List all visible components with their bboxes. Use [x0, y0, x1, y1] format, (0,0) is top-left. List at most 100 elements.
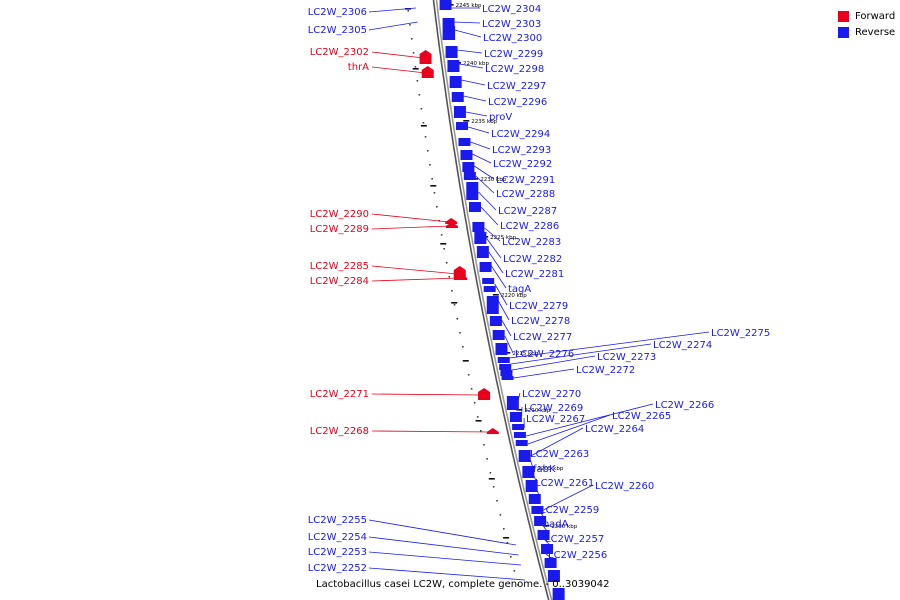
reverse-gene-label: LC2W_2267 — [526, 414, 585, 425]
ruler-dot — [456, 318, 459, 320]
reverse-gene-block — [445, 46, 458, 58]
reverse-leader-line — [368, 567, 525, 581]
reverse-gene-label: LC2W_2298 — [485, 64, 544, 75]
reverse-gene-label: LC2W_2259 — [540, 505, 599, 516]
ruler-dash — [488, 478, 495, 480]
ruler-dot — [489, 472, 492, 474]
ruler-dot — [445, 262, 448, 264]
reverse-gene-label: proV — [489, 112, 512, 123]
reverse-leader-line — [540, 522, 550, 535]
forward-leader-line — [371, 66, 426, 74]
reverse-gene-label: LC2W_2265 — [612, 411, 671, 422]
reverse-gene-label: LC2W_2277 — [513, 332, 572, 343]
reverse-gene-label: LC2W_2253 — [308, 547, 367, 558]
tick-mark — [463, 120, 470, 122]
reverse-gene-label: LC2W_2266 — [655, 400, 714, 411]
ruler-dot — [473, 402, 476, 404]
reverse-gene-block — [541, 544, 554, 554]
ruler-dot — [431, 178, 433, 180]
tick-label: 2210 kbp — [524, 408, 550, 414]
reverse-gene-block — [509, 412, 522, 422]
forward-leader-line — [371, 277, 460, 282]
reverse-gene-block — [466, 182, 479, 200]
reverse-gene-block — [486, 296, 499, 314]
reverse-swatch-icon — [838, 26, 849, 38]
tick-label: 2240 kbp — [463, 61, 489, 67]
reverse-leader-line — [517, 392, 521, 401]
reverse-gene-block — [458, 138, 471, 146]
reverse-gene-label: LC2W_2296 — [488, 97, 547, 108]
reverse-gene-label: LC2W_2288 — [496, 189, 555, 200]
ruler-dot — [467, 374, 470, 376]
reverse-gene-label: LC2W_2254 — [308, 532, 367, 543]
reverse-gene-block — [447, 60, 460, 72]
ruler-dot — [440, 234, 443, 236]
tick-mark — [492, 294, 499, 296]
reverse-gene-label: LC2W_2299 — [484, 49, 543, 60]
reverse-gene-block — [460, 150, 473, 160]
legend: Forward Reverse — [838, 8, 895, 40]
ruler-dot — [492, 486, 495, 488]
reverse-leader-line — [504, 335, 514, 354]
ruler-dot — [496, 500, 498, 502]
reverse-gene-label: LC2W_2293 — [492, 145, 551, 156]
legend-item-reverse: Reverse — [838, 24, 895, 40]
reverse-gene-block — [552, 588, 565, 600]
ruler-dot — [409, 24, 411, 26]
ruler-dot — [510, 556, 512, 558]
legend-label-reverse: Reverse — [855, 26, 896, 38]
forward-gene-arrow — [445, 222, 458, 228]
ruler-dash — [451, 302, 458, 304]
reverse-gene-block — [483, 286, 496, 292]
backbone-line — [432, 0, 550, 600]
ruler-dash — [440, 243, 447, 245]
reverse-leader-line — [494, 283, 508, 306]
reverse-leader-line — [510, 343, 652, 365]
reverse-gene-label: oadA — [543, 519, 569, 530]
reverse-leader-line — [527, 452, 535, 473]
reverse-gene-block — [449, 76, 462, 88]
reverse-gene-label: LC2W_2282 — [503, 254, 562, 265]
forward-leader-line — [371, 51, 424, 59]
reverse-leader-line — [368, 519, 517, 546]
ruler-dash — [503, 537, 510, 539]
ruler-dot — [448, 276, 451, 278]
tick-label: 2230 kbp — [480, 177, 506, 183]
reverse-gene-label: LC2W_2303 — [482, 19, 541, 30]
reverse-leader-line — [488, 251, 504, 274]
reverse-leader-line — [368, 21, 418, 31]
reverse-gene-block — [456, 122, 469, 130]
forward-gene-label: LC2W_2302 — [310, 47, 369, 58]
genome-caption: Lactobacillus casei LC2W, complete genom… — [316, 579, 610, 590]
reverse-gene-block — [499, 364, 512, 370]
forward-gene-label: thrA — [348, 62, 369, 73]
legend-item-forward: Forward — [838, 8, 895, 24]
reverse-leader-line — [480, 206, 499, 226]
reverse-leader-line — [501, 319, 512, 337]
reverse-gene-label: LC2W_2272 — [576, 365, 635, 376]
reverse-gene-block — [451, 92, 464, 102]
ruler-dash — [462, 360, 469, 362]
forward-gene-arrow — [478, 388, 491, 400]
reverse-gene-label: LC2W_2287 — [498, 206, 557, 217]
ruler-dot — [513, 570, 516, 572]
tick-label: 2235 kbp — [471, 119, 497, 125]
reverse-leader-line — [468, 126, 490, 134]
reverse-gene-label: LC2W_2256 — [548, 550, 607, 561]
forward-gene-arrow — [486, 428, 499, 434]
reverse-leader-line — [470, 141, 491, 150]
tick-mark — [516, 409, 523, 411]
reverse-gene-label: LC2W_2255 — [308, 515, 367, 526]
reverse-gene-label: LC2W_2270 — [522, 389, 581, 400]
backbone-shadow-line — [435, 0, 553, 600]
forward-gene-arrow — [445, 218, 458, 224]
reverse-gene-label: LC2W_2278 — [511, 316, 570, 327]
reverse-gene-block — [544, 558, 557, 568]
ruler-dot — [486, 458, 488, 460]
reverse-gene-block — [479, 262, 492, 272]
ruler-dot — [470, 388, 473, 390]
ruler-dot — [476, 416, 479, 418]
reverse-leader-line — [542, 537, 554, 549]
